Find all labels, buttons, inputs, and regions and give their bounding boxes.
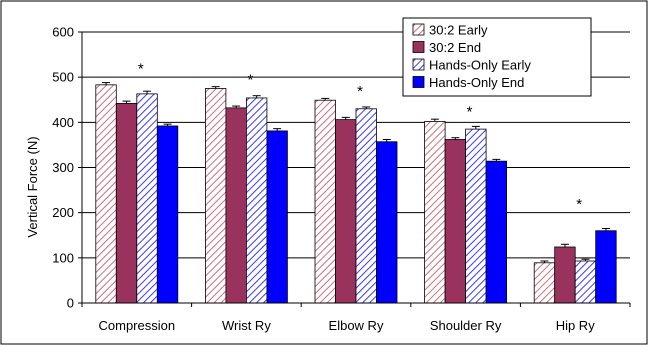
significance-star: * xyxy=(138,60,144,77)
bar xyxy=(245,97,268,304)
y-tick-label: 600 xyxy=(52,25,74,40)
y-tick-label: 300 xyxy=(52,160,74,175)
y-tick-label: 100 xyxy=(52,250,74,265)
x-tick-label: Elbow Ry xyxy=(329,318,384,333)
legend-label: Hands-Only Early xyxy=(429,58,531,73)
significance-star: * xyxy=(247,72,253,89)
legend-swatch xyxy=(412,58,425,71)
y-axis-title: Vertical Force (N) xyxy=(25,136,40,237)
x-tick-label: Hip Ry xyxy=(556,318,596,333)
bar xyxy=(574,260,597,304)
significance-star: * xyxy=(467,103,473,120)
y-tick-label: 0 xyxy=(67,296,74,311)
x-tick-label: Compression xyxy=(99,318,176,333)
bar xyxy=(533,262,556,304)
bar xyxy=(115,102,138,304)
legend-label: 30:2 Early xyxy=(429,23,488,38)
bar xyxy=(314,99,336,304)
bar xyxy=(204,88,227,304)
legend-swatch xyxy=(412,23,425,36)
bar xyxy=(376,141,398,304)
bar xyxy=(444,139,467,304)
axes: 0 100 200 300 400 500 600 Compression Wrist Ry El… xyxy=(52,25,631,333)
y-tick-label: 400 xyxy=(52,115,74,130)
bar xyxy=(156,125,179,304)
legend-swatch xyxy=(412,41,425,53)
bar xyxy=(485,160,508,304)
bar xyxy=(335,119,357,304)
y-tick-label: 200 xyxy=(52,205,74,220)
bar xyxy=(465,128,487,304)
legend-box xyxy=(402,17,592,97)
bar xyxy=(95,84,117,304)
legend-label: 30:2 End xyxy=(429,40,481,55)
x-tick-label: Wrist Ry xyxy=(222,318,271,333)
y-tick-label: 500 xyxy=(52,70,74,85)
x-tick-label: Shoulder Ry xyxy=(430,318,502,333)
bar xyxy=(136,93,158,304)
significance-star: * xyxy=(357,83,363,100)
legend-swatch xyxy=(412,76,425,88)
bars xyxy=(95,82,617,304)
bar xyxy=(355,108,377,304)
bar xyxy=(225,107,247,304)
bar xyxy=(595,230,617,304)
bar xyxy=(424,121,446,304)
legend: 30:2 Early 30:2 End Hands-Only Early Hands-… xyxy=(402,17,592,97)
annotations: * * * * * xyxy=(138,60,582,213)
legend-label: Hands-Only End xyxy=(429,75,524,90)
bar xyxy=(554,246,576,304)
significance-star: * xyxy=(576,196,582,213)
bar xyxy=(266,130,288,304)
